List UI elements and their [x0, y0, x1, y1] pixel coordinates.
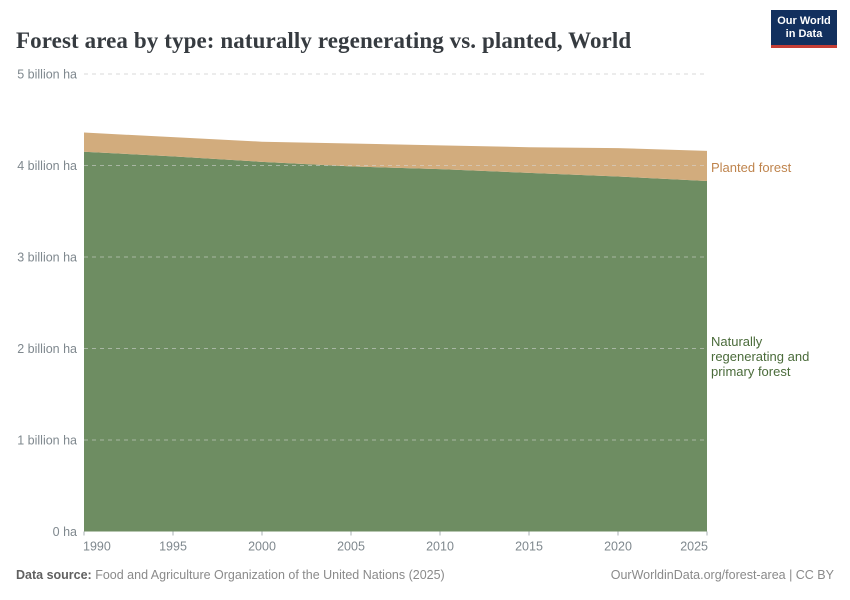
y-axis-label-1: 1 billion ha [17, 434, 77, 448]
y-axis-label-3: 3 billion ha [17, 251, 77, 265]
x-axis-label-2000: 2000 [248, 540, 276, 554]
x-axis-label-2010: 2010 [426, 540, 454, 554]
owid-logo[interactable]: Our World in Data [771, 10, 837, 48]
x-axis-label-2005: 2005 [337, 540, 365, 554]
y-axis-label-2: 2 billion ha [17, 342, 77, 356]
x-axis-label-2025: 2025 [680, 540, 708, 554]
area-naturally-regenerating-and-primary-forest[interactable] [84, 151, 707, 532]
x-axis-label-2020: 2020 [604, 540, 632, 554]
data-source-label: Data source: [16, 568, 92, 582]
x-axis-label-2015: 2015 [515, 540, 543, 554]
x-axis-label-1995: 1995 [159, 540, 187, 554]
data-source-value: Food and Agriculture Organization of the… [91, 568, 445, 582]
owid-logo-line1: Our World [777, 15, 831, 27]
series-label-naturally-regenerating: Naturally regenerating and primary fores… [711, 334, 810, 379]
chart-footer: Data source: Food and Agriculture Organi… [16, 568, 834, 582]
y-axis-label-4: 4 billion ha [17, 159, 77, 173]
y-axis-label-0: 0 ha [53, 525, 77, 539]
citation-link[interactable]: OurWorldinData.org/forest-area | CC BY [610, 568, 834, 582]
data-source-note: Data source: Food and Agriculture Organi… [16, 568, 445, 582]
y-axis-label-5: 5 billion ha [17, 68, 77, 82]
chart-title: Forest area by type: naturally regenerat… [16, 28, 632, 54]
owid-logo-line2: in Data [785, 28, 823, 40]
x-axis-label-1990: 1990 [83, 540, 111, 554]
area-planted-forest[interactable] [84, 132, 707, 182]
series-label-planted-forest: Planted forest [711, 160, 792, 175]
